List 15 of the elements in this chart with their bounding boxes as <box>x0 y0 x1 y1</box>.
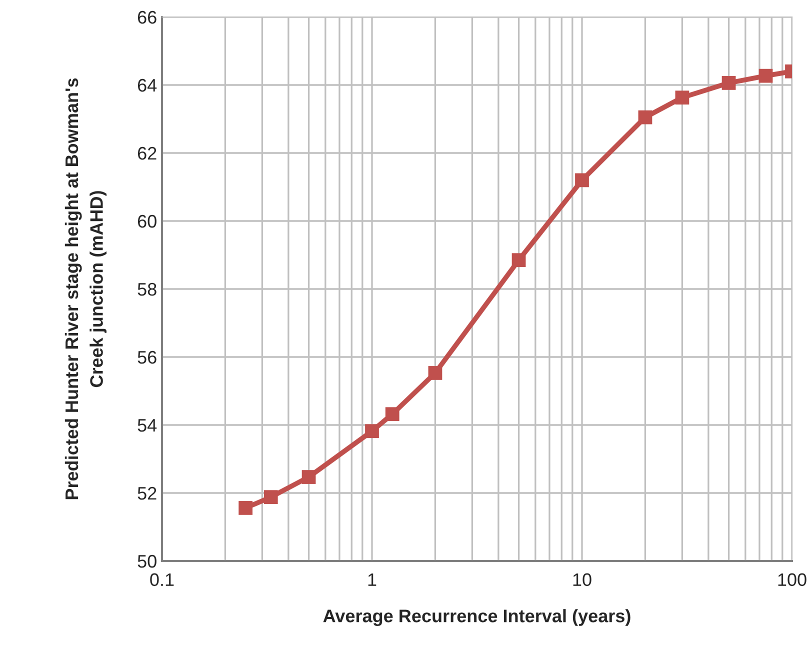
y-tick-label: 56 <box>138 350 156 364</box>
y-tick-label: 60 <box>138 214 156 228</box>
y-tick-label: 62 <box>138 146 156 160</box>
x-tick-label: 0.1 <box>150 573 174 586</box>
y-tick-label: 50 <box>138 554 156 568</box>
x-tick-label: 1 <box>368 573 376 586</box>
y-tick-label: 54 <box>138 419 157 432</box>
x-axis-title: Average Recurrence Interval (years) <box>323 609 630 626</box>
x-tick-label: 10 <box>573 573 592 586</box>
y-tick-label: 58 <box>138 282 156 296</box>
y-tick-label: 52 <box>138 486 156 500</box>
y-axis-title: Predicted Hunter River stage height at Bowman's Creek junction (mAHD) <box>64 78 106 500</box>
y-tick-label: 64 <box>138 78 157 92</box>
y-tick-label: 66 <box>138 10 156 24</box>
x-tick-label: 100 <box>778 573 806 586</box>
